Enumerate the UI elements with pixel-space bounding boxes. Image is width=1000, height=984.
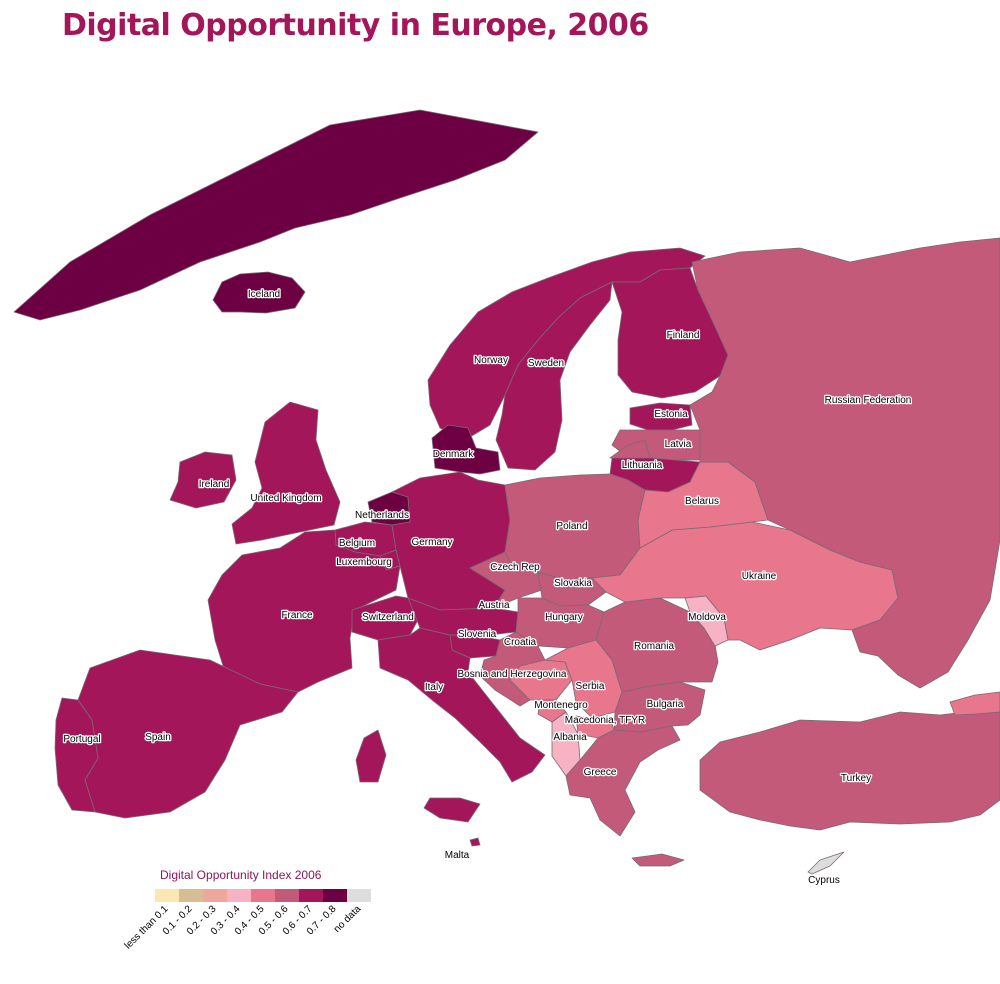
country-estonia <box>629 402 693 431</box>
country-ireland <box>169 451 237 509</box>
country-greenland <box>13 109 539 321</box>
country-label-estonia: Estonia <box>654 409 688 420</box>
country-malta <box>469 837 481 847</box>
country-label-cyprus: Cyprus <box>808 875 840 886</box>
country-label-montenegro: Montenegro <box>534 700 588 711</box>
country-iceland <box>212 271 306 314</box>
country-label-switzerland: Switzerland <box>362 612 414 623</box>
country-label-russian-federation: Russian Federation <box>825 395 912 406</box>
country-label-croatia: Croatia <box>504 637 537 648</box>
country-turkey <box>699 707 1000 831</box>
country-portugal <box>54 697 99 813</box>
country-russian-federation <box>689 237 1000 689</box>
country-cyprus <box>807 851 845 875</box>
legend-swatch-no-data <box>347 889 371 902</box>
country-greece <box>565 725 681 837</box>
country-label-poland: Poland <box>556 521 587 532</box>
country-label-netherlands: Netherlands <box>355 510 409 521</box>
country-georgia <box>949 691 1000 716</box>
country-label-germany: Germany <box>411 537 452 548</box>
country-label-greece: Greece <box>584 767 617 778</box>
legend-swatch-0-3-0-4 <box>227 889 251 902</box>
legend-swatch-0-7-0-8 <box>323 889 347 902</box>
country-label-slovakia: Slovakia <box>554 578 592 589</box>
country-label-belgium: Belgium <box>339 538 375 549</box>
country-label-bosnia-and-herzegovina: Bosnia and Herzegovina <box>458 669 567 680</box>
country-label-ireland: Ireland <box>199 479 230 490</box>
country-label-finland: Finland <box>667 330 700 341</box>
country-label-italy: Italy <box>425 682 443 693</box>
country-label-luxembourg: Luxembourg <box>336 557 392 568</box>
country-label-iceland: Iceland <box>248 289 280 300</box>
country-sweden <box>495 281 613 471</box>
country-label-albania: Albania <box>553 732 587 743</box>
legend-swatch-0-2-0-3 <box>203 889 227 902</box>
country-label-turkey: Turkey <box>841 773 871 784</box>
country-label-czech-rep: Czech Rep <box>490 562 540 573</box>
country-label-portugal: Portugal <box>63 734 100 745</box>
legend-swatch-0-5-0-6 <box>275 889 299 902</box>
legend-swatch-0-6-0-7 <box>299 889 323 902</box>
country-label-denmark: Denmark <box>433 449 475 460</box>
country-label-sweden: Sweden <box>528 358 564 369</box>
legend-swatch-0-4-0-5 <box>251 889 275 902</box>
country-italy <box>355 729 387 783</box>
country-russian-federation <box>609 439 651 459</box>
legend-title: Digital Opportunity Index 2006 <box>160 868 322 882</box>
country-label-latvia: Latvia <box>665 439 692 450</box>
country-label-hungary: Hungary <box>545 612 583 623</box>
country-label-lithuania: Lithuania <box>622 460 663 471</box>
country-label-moldova: Moldova <box>688 612 726 623</box>
legend <box>155 889 371 902</box>
country-label-slovenia: Slovenia <box>458 629 497 640</box>
country-label-france: France <box>281 610 313 621</box>
map-title: Digital Opportunity in Europe, 2006 <box>62 8 649 43</box>
country-denmark <box>431 424 501 475</box>
country-label-norway: Norway <box>474 355 508 366</box>
country-italy <box>377 627 546 783</box>
legend-swatch-0-1-0-2 <box>179 889 203 902</box>
country-label-belarus: Belarus <box>685 496 719 507</box>
country-italy <box>423 797 481 823</box>
country-label-united-kingdom: United Kingdom <box>250 493 321 504</box>
country-label-macedonia-tfyr: Macedonia, TFYR <box>565 715 645 726</box>
country-united-kingdom <box>231 401 341 545</box>
country-label-ukraine: Ukraine <box>742 571 777 582</box>
country-label-austria: Austria <box>478 600 510 611</box>
country-label-malta: Malta <box>445 850 470 861</box>
country-switzerland <box>351 595 421 641</box>
country-label-spain: Spain <box>145 732 171 743</box>
legend-swatch-less-than-0-1 <box>155 889 179 902</box>
country-label-serbia: Serbia <box>576 681 605 692</box>
country-greece <box>631 853 685 867</box>
country-label-bulgaria: Bulgaria <box>647 699 684 710</box>
country-label-romania: Romania <box>634 641 674 652</box>
